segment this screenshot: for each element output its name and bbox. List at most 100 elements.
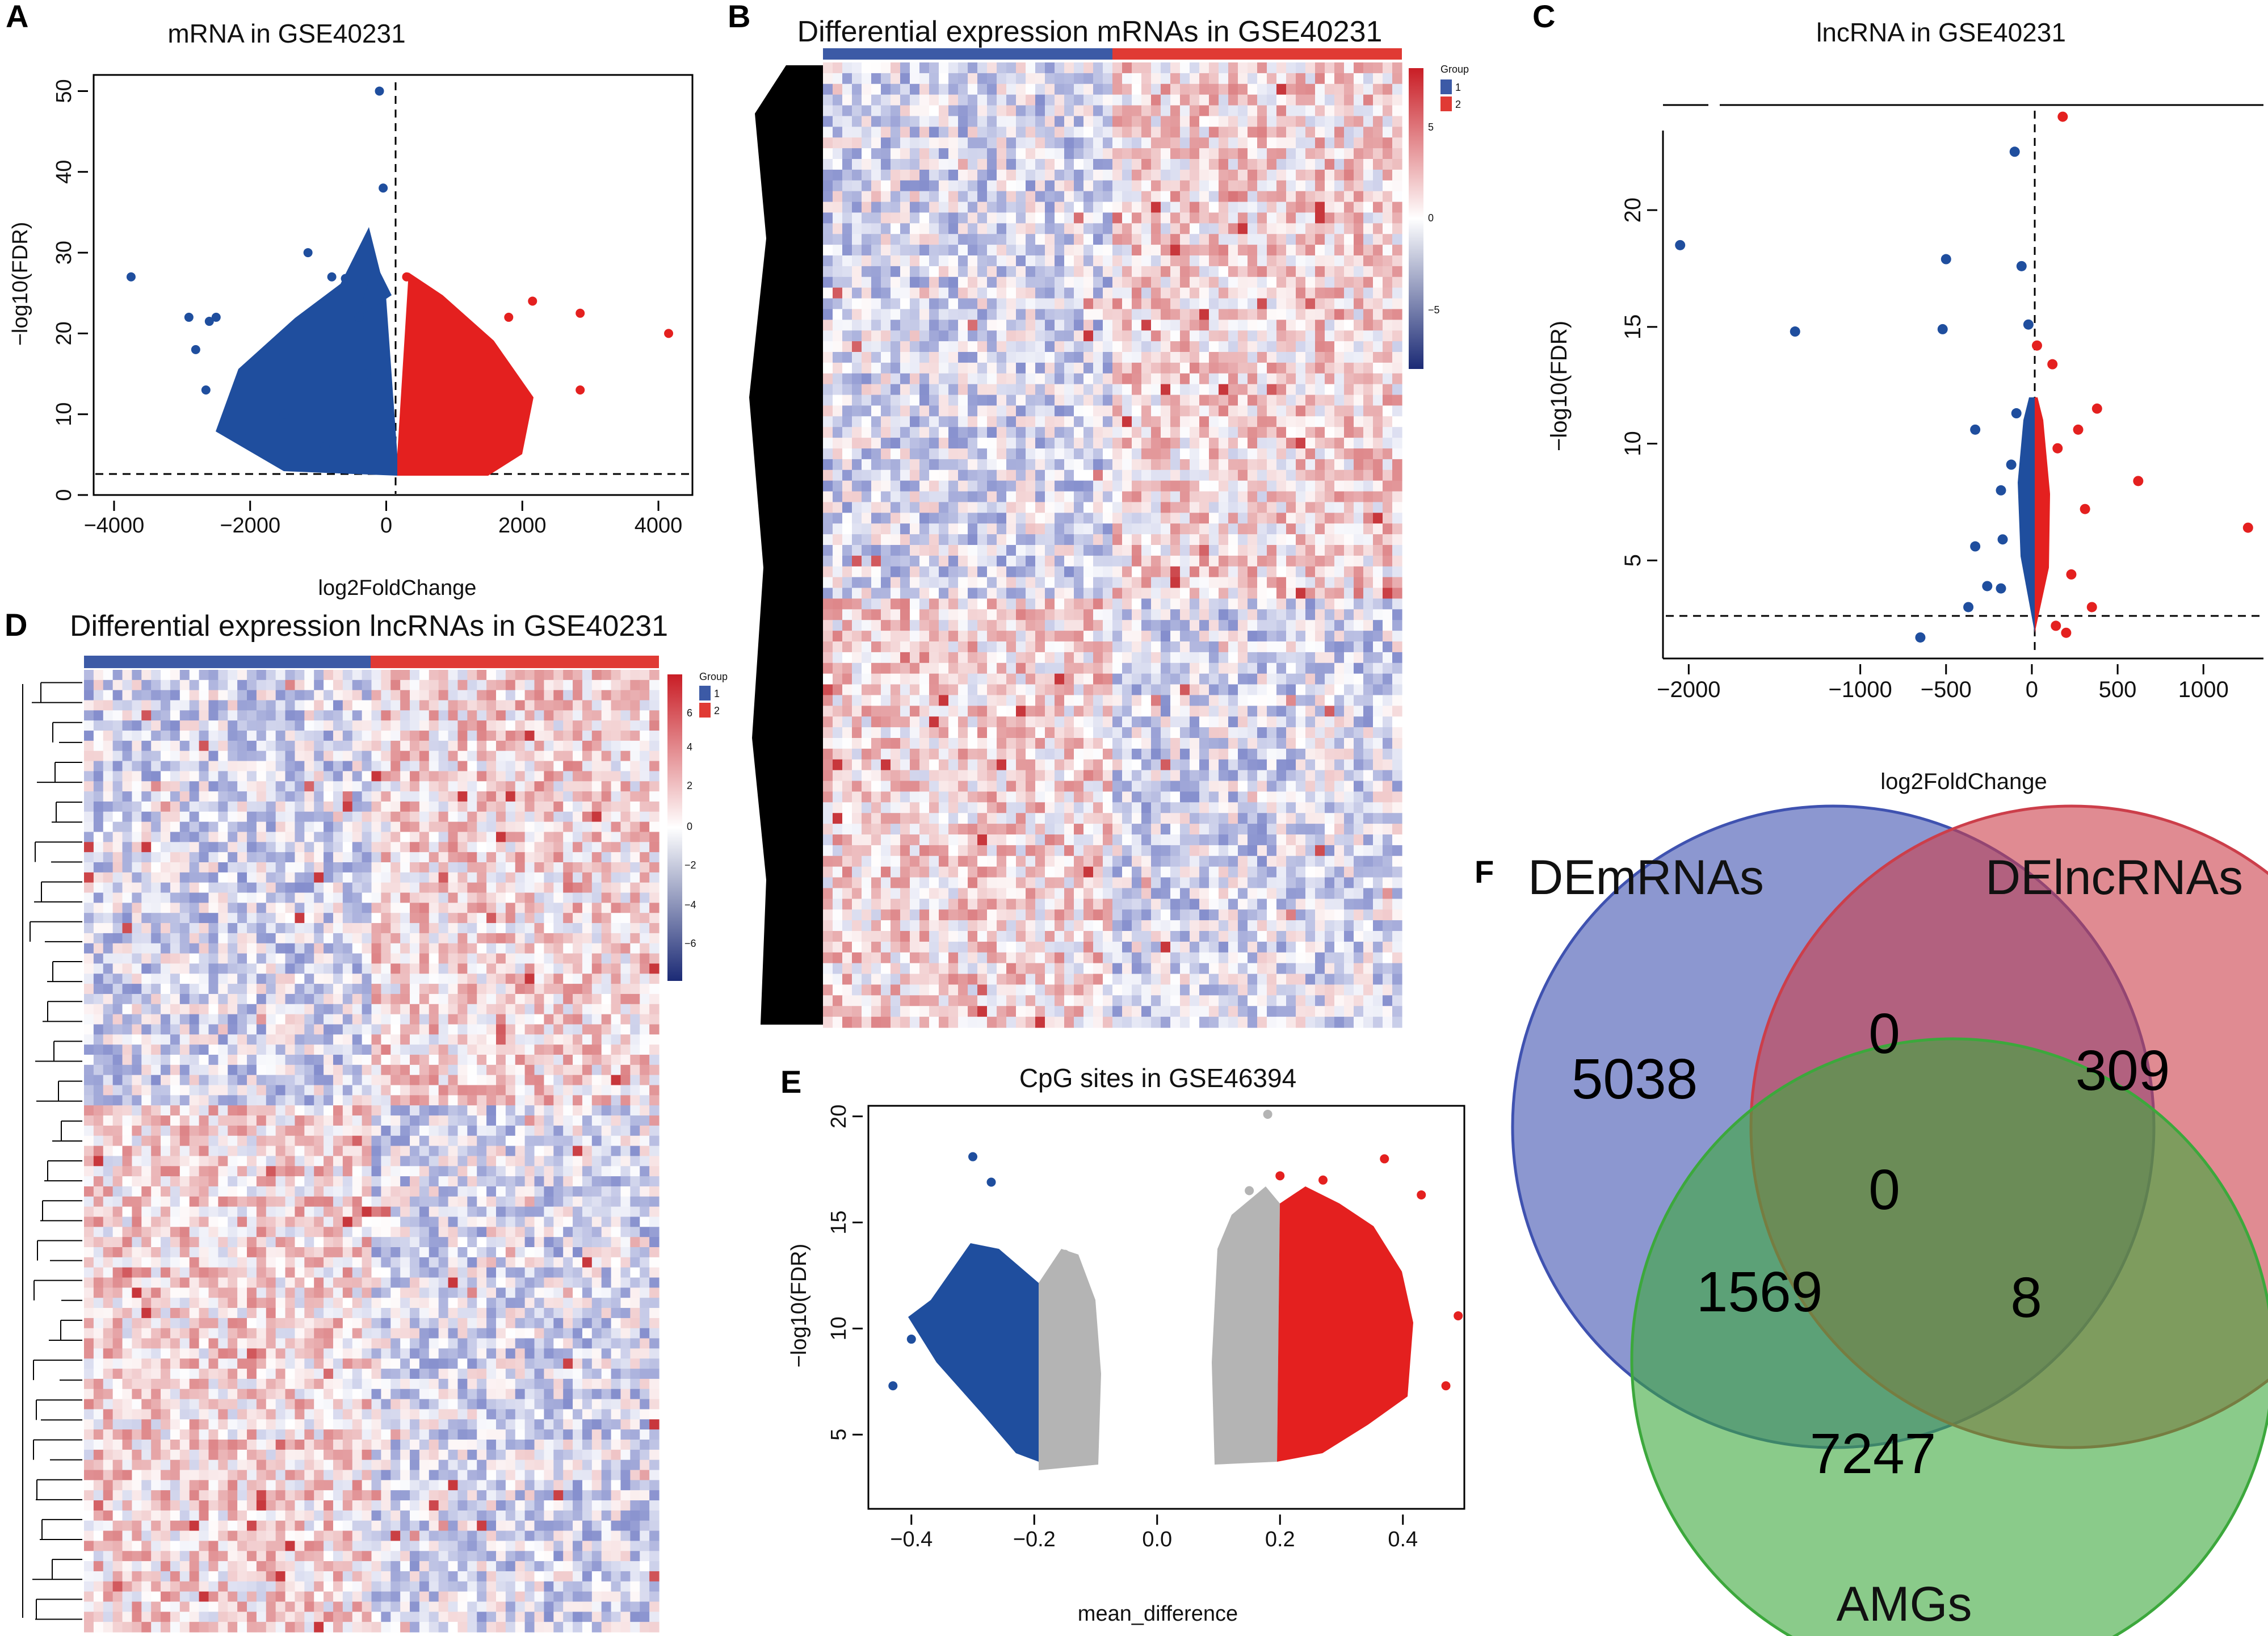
- heatmap-cell: [910, 180, 920, 192]
- heatmap-cell: [1315, 877, 1325, 889]
- heatmap-cell: [1026, 813, 1036, 824]
- heatmap-cell: [1006, 298, 1017, 310]
- heatmap-cell: [1074, 223, 1084, 234]
- heatmap-cell: [891, 320, 901, 331]
- heatmap-cell: [1132, 352, 1142, 363]
- heatmap-cell: [1170, 137, 1181, 149]
- heatmap-cell: [1344, 631, 1354, 642]
- heatmap-cell: [910, 502, 920, 513]
- heatmap-cell: [1276, 620, 1287, 631]
- heatmap-cell: [1286, 491, 1296, 503]
- heatmap-cell: [1170, 791, 1181, 803]
- heatmap-cell: [1112, 706, 1123, 717]
- heatmap-cell: [1132, 73, 1142, 85]
- heatmap-cell: [1112, 813, 1123, 824]
- heatmap-cell: [852, 309, 862, 320]
- heatmap-cell: [871, 491, 881, 503]
- heatmap-cell: [958, 684, 968, 696]
- heatmap-cell: [1026, 931, 1036, 942]
- heatmap-cell: [1276, 491, 1287, 503]
- heatmap-cell: [1151, 255, 1161, 267]
- chart-title: Differential expression mRNAs in GSE4023…: [797, 15, 1383, 48]
- heatmap-cell: [1286, 266, 1296, 278]
- heatmap-cell: [1083, 405, 1094, 417]
- heatmap-cell: [842, 620, 852, 631]
- heatmap-cell: [1026, 416, 1036, 427]
- heatmap-cell: [871, 202, 881, 213]
- heatmap-cell: [1383, 373, 1393, 385]
- heatmap-cell: [1296, 824, 1306, 835]
- heatmap-cell: [1334, 855, 1345, 867]
- heatmap-cell: [900, 727, 910, 739]
- heatmap-cell: [1180, 888, 1190, 899]
- heatmap-cell: [1161, 62, 1171, 74]
- heatmap-cell: [1325, 899, 1335, 910]
- heatmap-cell: [1315, 631, 1325, 642]
- heatmap-cell: [1170, 577, 1181, 589]
- heatmap-cell: [1151, 384, 1161, 396]
- heatmap-cell: [1305, 620, 1316, 631]
- heatmap-cell: [1315, 824, 1325, 835]
- heatmap-cell: [1180, 899, 1190, 910]
- heatmap-cell: [1093, 759, 1103, 771]
- heatmap-cell: [1083, 813, 1094, 824]
- heatmap-cell: [1006, 309, 1017, 320]
- heatmap-cell: [1006, 320, 1017, 331]
- heatmap-cell: [1093, 309, 1103, 320]
- data-point-up: [576, 308, 585, 318]
- heatmap-cell: [1334, 255, 1345, 267]
- heatmap-cell: [948, 83, 959, 95]
- heatmap-cell: [1112, 598, 1123, 610]
- heatmap-cell: [1006, 877, 1017, 889]
- heatmap-cell: [1016, 459, 1026, 471]
- heatmap-cell: [1151, 427, 1161, 438]
- heatmap-cell: [958, 480, 968, 492]
- heatmap-cell: [900, 255, 910, 267]
- heatmap-cell: [1055, 427, 1065, 438]
- heatmap-cell: [1112, 234, 1123, 245]
- heatmap-cell: [1228, 566, 1238, 578]
- heatmap-cell: [852, 116, 862, 127]
- heatmap-cell: [1363, 748, 1374, 760]
- heatmap-cell: [1190, 791, 1200, 803]
- heatmap-cell: [1064, 276, 1074, 288]
- heatmap-cell: [900, 845, 910, 857]
- heatmap-cell: [1257, 770, 1267, 782]
- heatmap-cell: [871, 920, 881, 932]
- heatmap-cell: [939, 899, 949, 910]
- heatmap-cell: [1006, 191, 1017, 203]
- heatmap-cell: [997, 137, 1007, 149]
- heatmap-cell: [871, 534, 881, 546]
- heatmap-cell: [852, 180, 862, 192]
- heatmap-cell: [1383, 469, 1393, 481]
- heatmap-cell: [987, 212, 997, 224]
- heatmap-cell: [900, 159, 910, 170]
- heatmap-cell: [1141, 202, 1152, 213]
- heatmap-cell: [1209, 716, 1219, 728]
- heatmap-cell: [900, 513, 910, 524]
- heatmap-cell: [939, 641, 949, 653]
- heatmap-cell: [1112, 94, 1123, 106]
- heatmap-cell: [1170, 255, 1181, 267]
- heatmap-cell: [910, 855, 920, 867]
- heatmap-cell: [939, 180, 949, 192]
- heatmap-cell: [1276, 255, 1287, 267]
- heatmap-cell: [1334, 148, 1345, 160]
- heatmap-cell: [1334, 727, 1345, 739]
- heatmap-cell: [1074, 245, 1084, 256]
- heatmap-cell: [1286, 73, 1296, 85]
- heatmap-cell: [1305, 555, 1316, 567]
- heatmap-cell: [1112, 824, 1123, 835]
- heatmap-cell: [977, 513, 988, 524]
- heatmap-cell: [997, 266, 1007, 278]
- heatmap-cell: [1325, 577, 1335, 589]
- heatmap-cell: [1219, 759, 1229, 771]
- heatmap-cell: [1074, 212, 1084, 224]
- heatmap-cell: [948, 588, 959, 599]
- heatmap-cell: [1006, 234, 1017, 245]
- heatmap-cell: [1035, 716, 1045, 728]
- heatmap-cell: [1228, 588, 1238, 599]
- heatmap-cell: [968, 652, 978, 664]
- heatmap-cell: [1276, 695, 1287, 706]
- heatmap-cell: [1180, 373, 1190, 385]
